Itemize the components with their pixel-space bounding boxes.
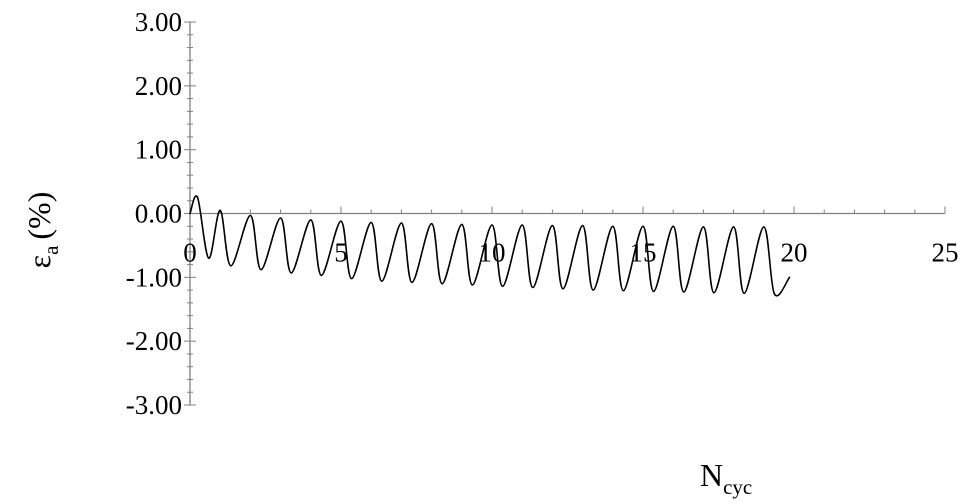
y-axis-title: εa (%) [21,192,63,269]
chart-axes [184,21,946,406]
y-tick-labels: 3.00 2.00 1.00 0.00 -1.00 -2.00 -3.00 [126,7,182,420]
y-axis-unit: (%) [21,192,57,240]
y-axis-subscript: a [39,245,63,255]
x-tick-labels: 0 5 10 15 20 25 [183,238,958,268]
x-axis-title: Ncyc [700,457,752,499]
x-axis-subscript: cyc [723,475,752,499]
series-line [189,195,791,297]
x-tick-label: 5 [334,238,348,268]
x-tick-label: 0 [183,238,197,268]
x-axis-symbol: N [700,457,723,493]
y-tick-label: 0.00 [135,199,182,229]
y-tick-label: -1.00 [126,262,182,292]
y-tick-label: 2.00 [135,71,182,101]
y-axis-symbol: ε [21,255,57,268]
y-tick-label: -3.00 [126,390,182,420]
x-tick-label: 20 [781,238,808,268]
y-tick-label: -2.00 [126,326,182,356]
x-tick-label: 25 [932,238,959,268]
y-tick-label: 3.00 [135,7,182,37]
x-tick-label: 15 [630,238,657,268]
y-tick-label: 1.00 [135,135,182,165]
